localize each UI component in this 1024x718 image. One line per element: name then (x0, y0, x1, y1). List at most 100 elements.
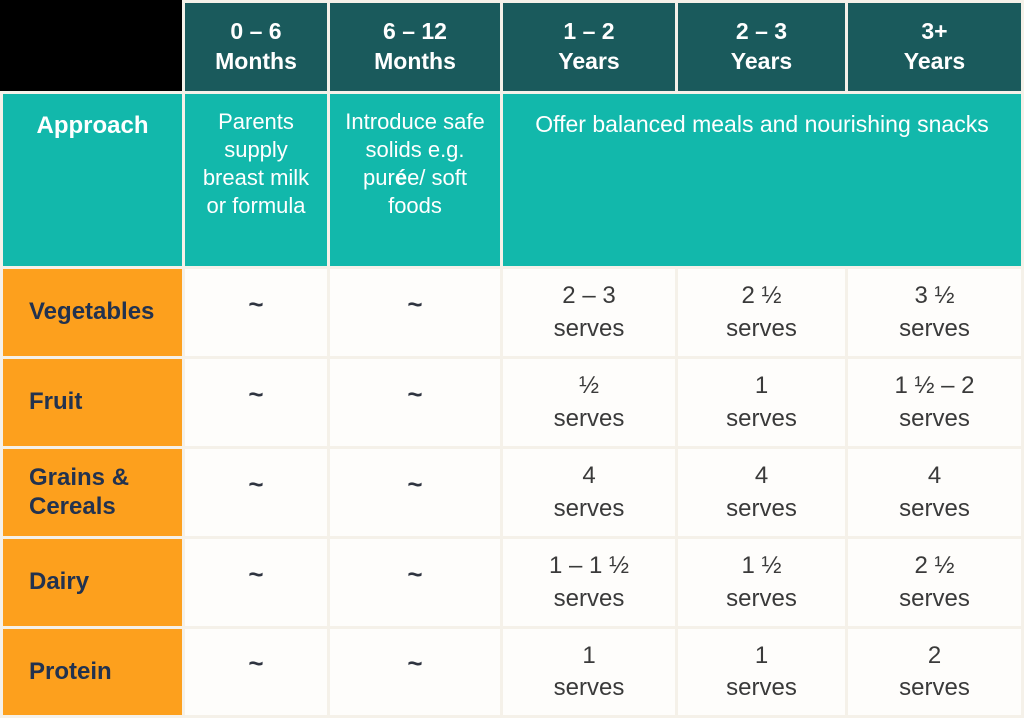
col-header-line2: Months (374, 48, 456, 74)
approach-text-post: e/ soft foods (388, 165, 467, 219)
cell-vegetables-0-6: ~ (185, 269, 327, 356)
serves-unit: serves (899, 404, 970, 432)
serves-unit: serves (726, 314, 797, 342)
col-header-line1: 6 – 12 (383, 18, 447, 45)
col-header-2-3-years: 2 – 3 Years (678, 3, 845, 91)
tilde-value: ~ (248, 288, 264, 319)
serves-amount: 1 ½ (741, 552, 782, 580)
cell-grains-0-6: ~ (185, 449, 327, 536)
cell-vegetables-3plus: 3 ½ serves (848, 269, 1021, 356)
col-header-line2: Years (903, 48, 966, 74)
tilde-value: ~ (407, 558, 423, 589)
col-header-line1: 2 – 3 (735, 18, 788, 45)
cell-grains-3plus: 4 serves (848, 449, 1021, 536)
serves-amount: 1 (582, 641, 596, 669)
serves-amount: 1 – 1 ½ (548, 552, 630, 580)
row-label-dairy: Dairy (3, 539, 182, 626)
corner-cell (0, 0, 182, 91)
col-header-line2: Years (730, 48, 793, 74)
approach-row: Approach Parents supply breast milk or f… (3, 94, 1021, 266)
cell-fruit-0-6: ~ (185, 359, 327, 446)
cell-fruit-6-12: ~ (330, 359, 500, 446)
row-label-fruit: Fruit (3, 359, 182, 446)
serves-unit: serves (726, 494, 797, 522)
col-header-line2: Months (215, 48, 297, 74)
serves-unit: serves (553, 404, 625, 432)
serves-amount: 4 (582, 462, 596, 490)
serves-amount: 1 ½ – 2 (894, 372, 975, 400)
serves-unit: serves (899, 674, 970, 701)
cell-grains-6-12: ~ (330, 449, 500, 536)
cell-protein-0-6: ~ (185, 629, 327, 715)
cell-protein-1-2: 1 serves (503, 629, 675, 715)
approach-text-pre: Introduce safe solids e.g. pur (345, 109, 485, 191)
approach-text-years: Offer balanced meals and nourishing snac… (535, 111, 989, 137)
serves-unit: serves (553, 314, 625, 342)
serves-amount: ½ (578, 372, 599, 400)
table-row-fruit: Fruit ~ ~ ½ serves 1 serves 1 ½ – 2 serv… (3, 359, 1021, 446)
cell-dairy-0-6: ~ (185, 539, 327, 626)
table-row-dairy: Dairy ~ ~ 1 – 1 ½ serves 1 ½ serves 2 ½ … (3, 539, 1021, 626)
serves-amount: 4 (927, 462, 942, 490)
serves-amount: 2 (927, 641, 942, 669)
serves-amount: 1 (754, 372, 769, 400)
serves-unit: serves (553, 494, 625, 522)
tilde-value: ~ (248, 468, 264, 499)
serves-unit: serves (899, 584, 970, 612)
cell-dairy-3plus: 2 ½ serves (848, 539, 1021, 626)
cell-protein-2-3: 1 serves (678, 629, 845, 715)
serves-unit: serves (726, 584, 797, 612)
cell-grains-1-2: 4 serves (503, 449, 675, 536)
row-label-grains-cereals: Grains & Cereals (3, 449, 182, 536)
tilde-value: ~ (407, 648, 423, 679)
serves-unit: serves (553, 584, 625, 612)
tilde-value: ~ (248, 648, 264, 679)
cell-vegetables-2-3: 2 ½ serves (678, 269, 845, 356)
cell-vegetables-1-2: 2 – 3 serves (503, 269, 675, 356)
cell-grains-2-3: 4 serves (678, 449, 845, 536)
row-label-protein: Protein (3, 629, 182, 715)
cell-protein-3plus: 2 serves (848, 629, 1021, 715)
table-row-grains-cereals: Grains & Cereals ~ ~ 4 serves 4 serves 4… (3, 449, 1021, 536)
tilde-value: ~ (407, 378, 423, 409)
tilde-value: ~ (248, 378, 264, 409)
serves-amount: 2 – 3 (562, 282, 616, 310)
row-label-vegetables: Vegetables (3, 269, 182, 356)
col-header-3plus-years: 3+ Years (848, 3, 1021, 91)
col-header-line2: Years (558, 48, 620, 74)
serves-amount: 4 (754, 462, 769, 490)
col-header-6-12-months: 6 – 12 Months (330, 3, 500, 91)
approach-text-6-12: Introduce safe solids e.g. purée/ soft f… (330, 94, 500, 221)
serves-amount: 1 (754, 641, 769, 669)
row-label-approach: Approach (3, 94, 182, 266)
serves-amount: 2 ½ (914, 552, 955, 580)
serves-unit: serves (726, 404, 797, 432)
approach-cell-6-12-months: Introduce safe solids e.g. purée/ soft f… (330, 94, 500, 266)
serves-unit: serves (899, 314, 970, 342)
col-header-line1: 1 – 2 (563, 18, 615, 45)
tilde-value: ~ (407, 288, 423, 319)
approach-text-accent: é (394, 165, 408, 191)
cell-dairy-2-3: 1 ½ serves (678, 539, 845, 626)
header-row: 0 – 6 Months 6 – 12 Months 1 – 2 Years 2… (0, 0, 1021, 91)
table-row-vegetables: Vegetables ~ ~ 2 – 3 serves 2 ½ serves 3… (3, 269, 1021, 356)
serves-unit: serves (553, 674, 625, 701)
tilde-value: ~ (248, 558, 264, 589)
cell-fruit-1-2: ½ serves (503, 359, 675, 446)
serves-unit: serves (726, 674, 797, 701)
serves-amount: 3 ½ (914, 282, 955, 310)
col-header-line1: 3+ (921, 18, 948, 45)
cell-fruit-3plus: 1 ½ – 2 serves (848, 359, 1021, 446)
cell-dairy-1-2: 1 – 1 ½ serves (503, 539, 675, 626)
tilde-value: ~ (407, 468, 423, 499)
serves-amount: 2 ½ (741, 282, 782, 310)
cell-dairy-6-12: ~ (330, 539, 500, 626)
col-header-1-2-years: 1 – 2 Years (503, 3, 675, 91)
approach-text-0-6: Parents supply breast milk or formula (202, 109, 310, 219)
table-row-protein: Protein ~ ~ 1 serves 1 serves 2 serves (3, 629, 1021, 715)
serves-unit: serves (899, 494, 970, 522)
col-header-line1: 0 – 6 (230, 18, 282, 45)
approach-cell-1plus-years: Offer balanced meals and nourishing snac… (503, 94, 1021, 266)
